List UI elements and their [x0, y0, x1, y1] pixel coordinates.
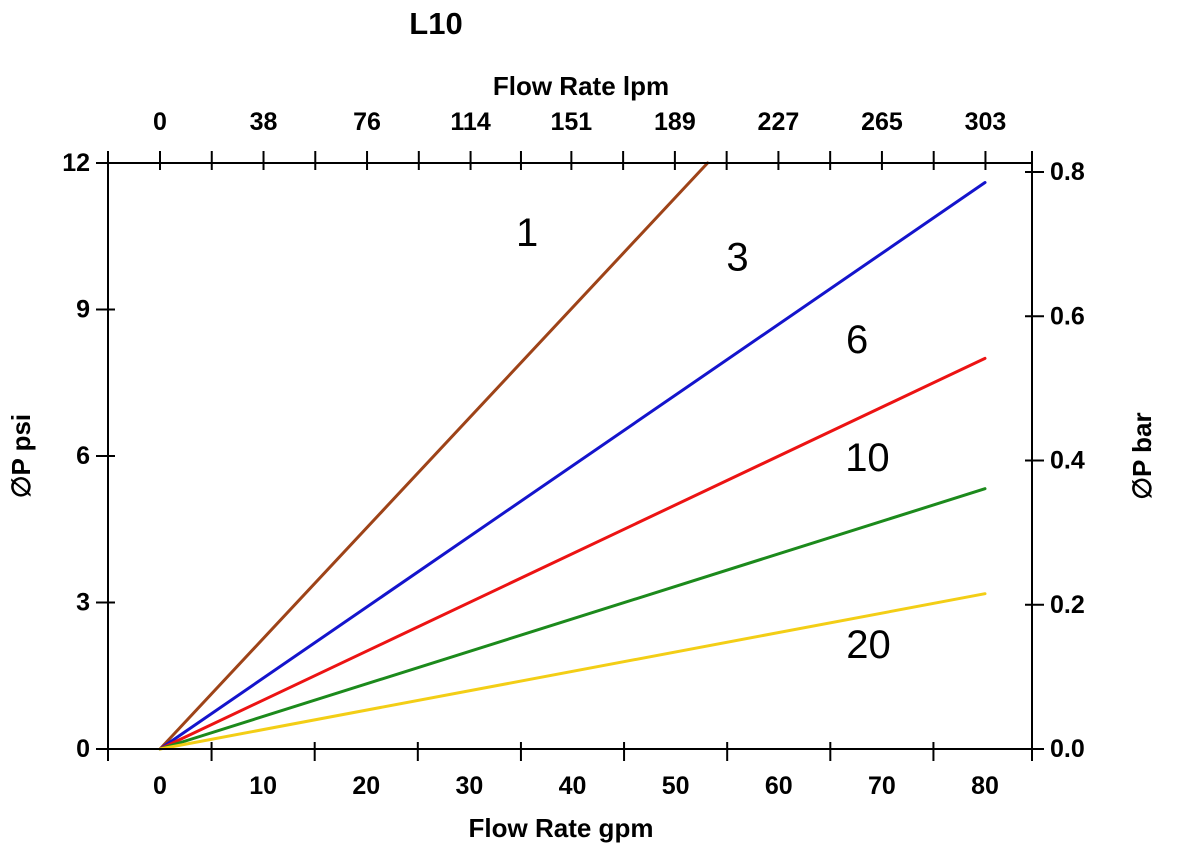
series-label-3: 3: [726, 236, 748, 280]
series-line-3: [158, 181, 987, 751]
bottom-axis-tick-label: 60: [765, 772, 793, 800]
right-axis-tick-label: 0.2: [1050, 591, 1085, 619]
right-axis-tick-label: 0.0: [1050, 735, 1085, 763]
chart-title: L10: [409, 6, 462, 41]
series-label-10: 10: [845, 436, 890, 480]
bottom-axis-tick-label: 20: [352, 772, 380, 800]
top-axis-tick-label: 114: [450, 108, 490, 136]
top-axis-tick-label: 189: [654, 108, 696, 136]
series-label-6: 6: [846, 318, 868, 362]
left-axis-tick-label: 0: [76, 735, 90, 763]
bottom-axis-tick-label: 30: [455, 772, 483, 800]
bottom-axis-title: Flow Rate gpm: [469, 813, 654, 843]
ticks-layer: [96, 151, 1044, 761]
left-axis-tick-label: 12: [62, 149, 90, 177]
bottom-axis-tick-label: 50: [662, 772, 690, 800]
right-axis-title: ∅P bar: [1127, 412, 1157, 499]
bottom-axis-tick-label: 70: [868, 772, 896, 800]
bottom-axis-tick-label: 40: [559, 772, 587, 800]
plot-frame: [107, 162, 1033, 750]
bottom-axis-tick-label: 0: [153, 772, 167, 800]
series-line-20: [158, 592, 987, 751]
series-label-1: 1: [516, 211, 538, 255]
left-axis-tick-label: 9: [76, 296, 90, 324]
bottom-axis-tick-label: 80: [971, 772, 999, 800]
series-line-10: [158, 487, 987, 751]
top-axis-tick-label: 38: [250, 108, 278, 136]
right-axis-tick-label: 0.8: [1050, 158, 1085, 186]
right-axis-tick-label: 0.4: [1050, 447, 1085, 475]
top-axis-tick-label: 0: [153, 108, 167, 136]
series-line-6: [158, 356, 987, 751]
top-axis-tick-label: 76: [353, 108, 381, 136]
top-axis-tick-label: 303: [965, 108, 1007, 136]
series-label-20: 20: [846, 623, 891, 667]
top-axis-tick-label: 227: [758, 108, 800, 136]
left-axis-title: ∅P psi: [6, 414, 36, 498]
top-axis-title: Flow Rate lpm: [493, 71, 669, 101]
top-axis-tick-label: 265: [861, 108, 903, 136]
left-axis-tick-label: 6: [76, 442, 90, 470]
series-line-1: [158, 161, 710, 751]
top-axis-tick-label: 151: [551, 108, 593, 136]
series-layer: 1 3 6 10 20: [158, 161, 987, 751]
right-axis-tick-label: 0.6: [1050, 302, 1085, 330]
left-axis-tick-label: 3: [76, 589, 90, 617]
frame-layer: [107, 162, 1033, 750]
bottom-axis-tick-label: 10: [249, 772, 277, 800]
